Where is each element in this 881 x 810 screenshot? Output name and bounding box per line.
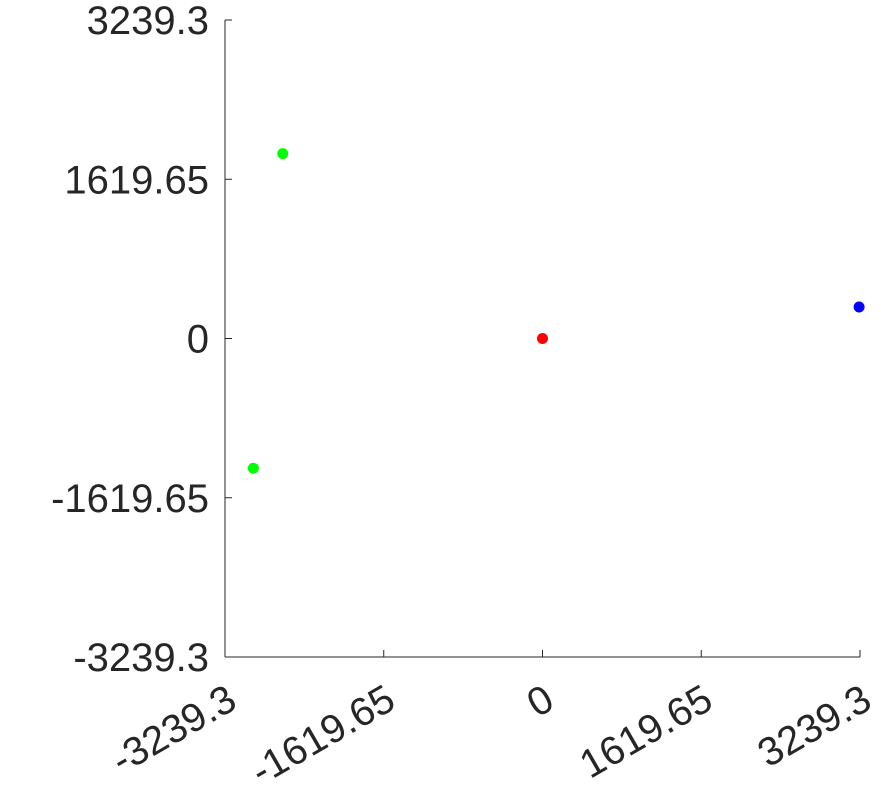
y-tick-label: 3239.3: [87, 0, 209, 43]
x-axis-ticks: -3239.3 -1619.65 0 1619.65 3239.3: [104, 650, 879, 794]
x-tick-label: -1619.65: [243, 677, 402, 794]
y-tick-label: -3239.3: [73, 636, 209, 680]
y-axis-ticks: -3239.3 -1619.65 0 1619.65 3239.3: [51, 0, 232, 680]
y-tick-label: 1619.65: [64, 158, 209, 202]
scatter-point: [277, 148, 289, 160]
scatter-point: [853, 301, 865, 313]
y-tick-label: 0: [187, 318, 209, 362]
x-tick-label: 3239.3: [751, 677, 879, 776]
scatter-point: [537, 333, 548, 344]
x-tick-label: -3239.3: [104, 677, 243, 783]
x-tick-label: 1619.65: [573, 677, 720, 787]
x-tick-label: 0: [520, 677, 561, 726]
data-points: [247, 148, 865, 474]
scatter-point: [247, 462, 259, 474]
y-tick-label: -1619.65: [51, 477, 209, 521]
